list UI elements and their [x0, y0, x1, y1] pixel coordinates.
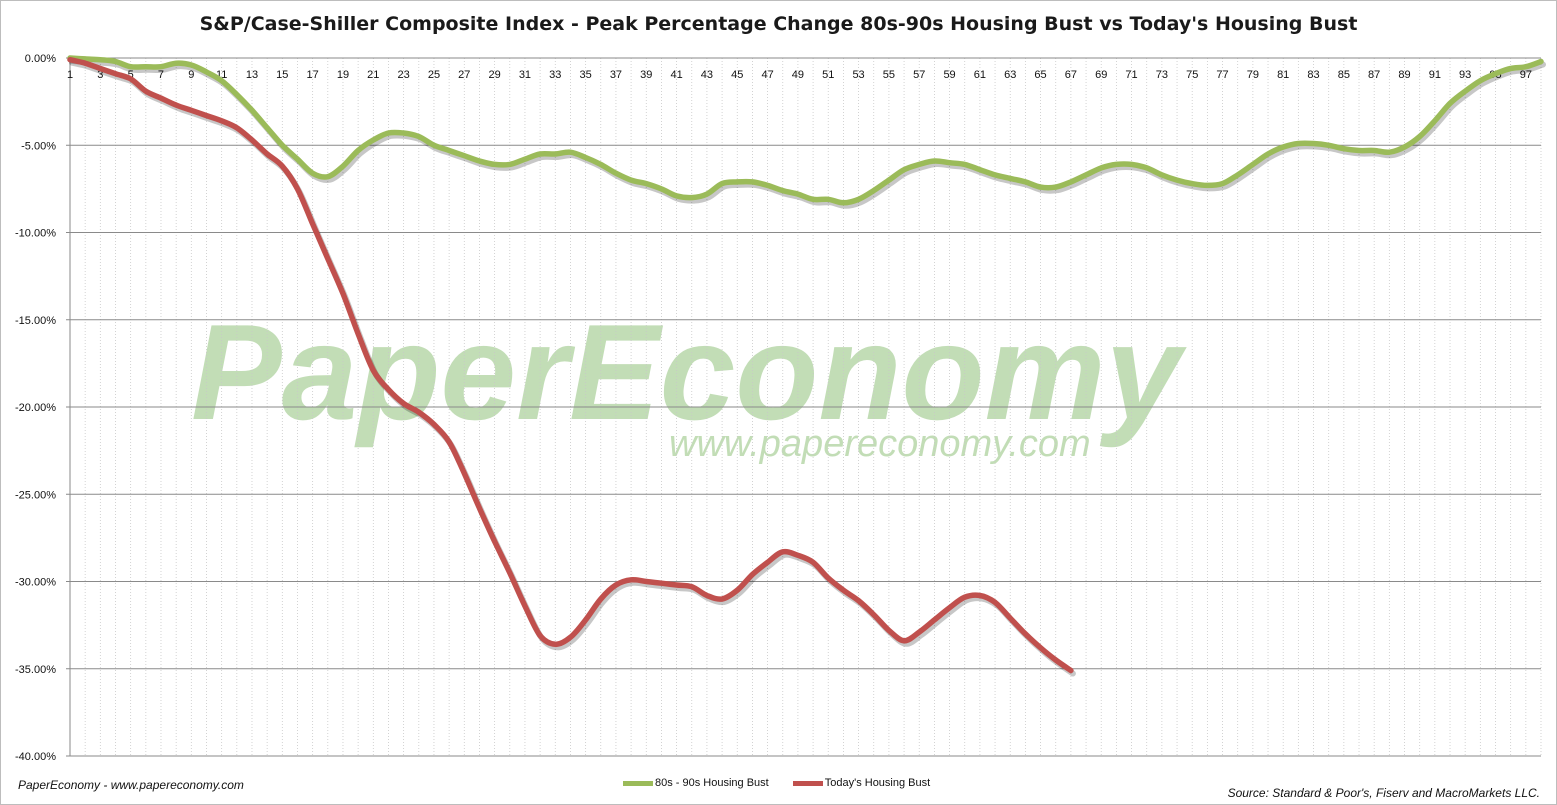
x-tick-label: 79: [1247, 69, 1259, 81]
watermark-url: www.papereconomy.com: [669, 423, 1091, 465]
x-tick-label: 65: [1034, 69, 1046, 81]
watermark: PaperEconomy www.papereconomy.com: [191, 296, 1187, 465]
x-tick-label: 75: [1186, 69, 1198, 81]
y-tick-label: 0.00%: [25, 53, 56, 65]
x-tick-label: 83: [1307, 69, 1319, 81]
x-tick-label: 35: [579, 69, 591, 81]
y-tick-label: -25.00%: [15, 489, 56, 501]
footer-credit: PaperEconomy - www.papereconomy.com: [18, 778, 244, 792]
x-tick-label: 93: [1459, 69, 1471, 81]
x-tick-label: 71: [1125, 69, 1137, 81]
x-tick-label: 25: [428, 69, 440, 81]
x-tick-label: 45: [731, 69, 743, 81]
x-tick-label: 55: [883, 69, 895, 81]
x-tick-label: 5: [128, 69, 134, 81]
x-tick-label: 15: [276, 69, 288, 81]
x-tick-label: 87: [1368, 69, 1380, 81]
x-tick-label: 57: [913, 69, 925, 81]
series-line-80s-90s: [67, 55, 1544, 206]
legend-swatch-80s-90s: [623, 780, 653, 786]
x-tick-label: 1: [67, 69, 73, 81]
x-tick-label: 21: [367, 69, 379, 81]
x-tick-label: 9: [188, 69, 194, 81]
horizontal-gridlines: [66, 57, 1541, 757]
x-tick-label: 33: [549, 69, 561, 81]
y-tick-label: -30.00%: [15, 577, 56, 589]
x-tick-label: 3: [97, 69, 103, 81]
x-tick-label: 41: [670, 69, 682, 81]
legend-swatch-today: [792, 780, 823, 786]
legend-label-80s-90s: 80s - 90s Housing Bust: [655, 777, 769, 789]
x-tick-label: 97: [1520, 69, 1532, 81]
x-tick-label: 59: [943, 69, 955, 81]
x-tick-label: 29: [488, 69, 500, 81]
x-tick-label: 73: [1156, 69, 1168, 81]
x-tick-label: 85: [1338, 69, 1350, 81]
x-tick-label: 17: [307, 69, 319, 81]
legend-item-today: Today's Housing Bust: [792, 777, 931, 789]
x-tick-label: 91: [1429, 69, 1441, 81]
y-axis-tick-labels: 0.00% -5.00% -10.00% -15.00% -20.00% -25.00% -…: [15, 53, 56, 763]
legend-item-80s-90s: 80s - 90s Housing Bust: [623, 777, 769, 789]
legend-label-today: Today's Housing Bust: [824, 777, 931, 789]
x-tick-label: 37: [610, 69, 622, 81]
x-tick-label: 47: [761, 69, 773, 81]
watermark-brand: PaperEconomy: [191, 296, 1187, 448]
x-axis-tick-labels: 1 3 5 7 9 11 13 15 17 19 21 23 25 27 29 31 33 35 37 39 41 43 4…: [67, 69, 1532, 81]
y-tick-label: -15.00%: [15, 315, 56, 327]
x-tick-label: 49: [792, 69, 804, 81]
x-tick-label: 51: [822, 69, 834, 81]
x-tick-label: 53: [852, 69, 864, 81]
x-tick-label: 61: [974, 69, 986, 81]
y-tick-label: -10.00%: [15, 228, 56, 240]
y-tick-label: -20.00%: [15, 402, 56, 414]
x-tick-label: 69: [1095, 69, 1107, 81]
y-tick-label: -5.00%: [21, 140, 56, 152]
x-tick-label: 89: [1398, 69, 1410, 81]
legend: 80s - 90s Housing Bust Today's Housing B…: [623, 777, 948, 789]
x-tick-label: 23: [398, 69, 410, 81]
y-tick-label: -40.00%: [15, 751, 56, 763]
y-tick-label: -35.00%: [15, 664, 56, 676]
x-tick-label: 13: [246, 69, 258, 81]
x-tick-label: 19: [337, 69, 349, 81]
x-tick-label: 67: [1065, 69, 1077, 81]
x-tick-label: 7: [158, 69, 164, 81]
x-tick-label: 81: [1277, 69, 1289, 81]
x-tick-label: 43: [701, 69, 713, 81]
x-tick-label: 31: [519, 69, 531, 81]
x-tick-label: 27: [458, 69, 470, 81]
source-note: Source: Standard & Poor's, Fiserv and Ma…: [1227, 786, 1540, 800]
x-tick-label: 11: [216, 69, 227, 81]
x-tick-label: 77: [1216, 69, 1228, 81]
x-tick-label: 39: [640, 69, 652, 81]
chart-title: S&P/Case-Shiller Composite Index - Peak …: [199, 13, 1358, 35]
series-line-today: [67, 56, 1074, 674]
x-tick-label: 63: [1004, 69, 1016, 81]
series-lines: [67, 55, 1546, 677]
